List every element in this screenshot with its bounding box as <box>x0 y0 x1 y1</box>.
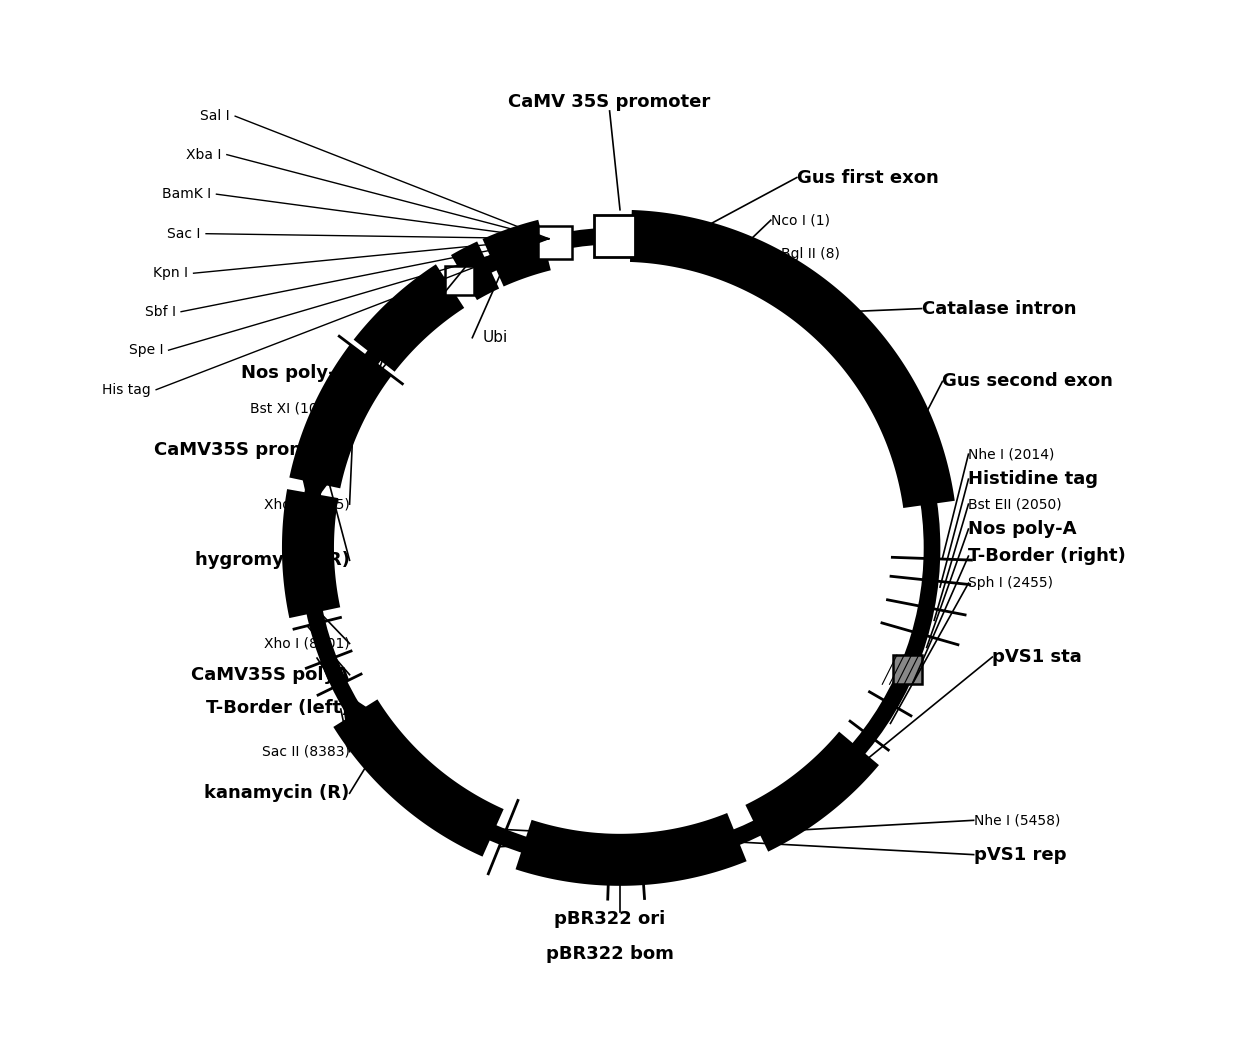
Text: Nhe I (2014): Nhe I (2014) <box>968 447 1055 462</box>
Text: Ubi: Ubi <box>482 330 508 346</box>
Text: T-Border (right): T-Border (right) <box>968 547 1126 565</box>
Text: BamK I: BamK I <box>162 188 211 201</box>
Text: pBR322 ori: pBR322 ori <box>554 910 665 928</box>
Text: kanamycin (R): kanamycin (R) <box>205 784 350 802</box>
Text: Sac I: Sac I <box>167 227 201 240</box>
Text: Histidine tag: Histidine tag <box>968 470 1099 488</box>
Polygon shape <box>353 265 464 372</box>
Text: Xba I: Xba I <box>186 148 222 161</box>
Text: Nhe I (5458): Nhe I (5458) <box>973 814 1060 827</box>
Text: CaMV35S promoter: CaMV35S promoter <box>154 441 350 460</box>
Text: Sph I (2455): Sph I (2455) <box>968 577 1054 590</box>
Text: pVS1 rep: pVS1 rep <box>973 845 1066 863</box>
Text: Nco I (1): Nco I (1) <box>771 213 830 228</box>
Text: Catalase intron: Catalase intron <box>921 299 1076 317</box>
Polygon shape <box>482 220 551 287</box>
Polygon shape <box>342 692 372 727</box>
Polygon shape <box>745 731 879 852</box>
Text: Gus second exon: Gus second exon <box>942 372 1114 390</box>
Text: CaMV 35S promoter: CaMV 35S promoter <box>508 93 711 111</box>
Bar <box>594 215 635 256</box>
Polygon shape <box>281 489 340 618</box>
Text: Nos poly-A: Nos poly-A <box>241 364 350 382</box>
Text: Bst XI (10782): Bst XI (10782) <box>250 402 350 415</box>
Bar <box>445 266 474 295</box>
Text: His tag: His tag <box>102 383 151 396</box>
Text: pBR322 bom: pBR322 bom <box>546 945 673 963</box>
Bar <box>893 656 921 684</box>
Polygon shape <box>334 700 503 857</box>
Text: Sal I: Sal I <box>201 110 229 123</box>
Text: Kpn I: Kpn I <box>154 267 188 280</box>
Text: Nos poly-A: Nos poly-A <box>968 520 1076 539</box>
Text: Sac II (8383): Sac II (8383) <box>262 745 350 759</box>
Text: Spe I: Spe I <box>129 344 164 357</box>
Polygon shape <box>301 472 331 507</box>
Text: Gus first exon: Gus first exon <box>797 169 939 187</box>
Text: Bst EII (2050): Bst EII (2050) <box>968 497 1063 511</box>
Text: Xho I (8901): Xho I (8901) <box>264 637 350 650</box>
Polygon shape <box>289 345 392 488</box>
Text: Bgl II (8): Bgl II (8) <box>781 248 839 261</box>
Polygon shape <box>516 813 746 885</box>
Bar <box>538 226 572 259</box>
Polygon shape <box>451 241 500 300</box>
Text: hygromycin (R): hygromycin (R) <box>195 551 350 569</box>
Text: Sbf I: Sbf I <box>145 305 176 318</box>
Text: T-Border (left): T-Border (left) <box>206 699 350 717</box>
Text: pVS1 sta: pVS1 sta <box>992 648 1083 666</box>
Text: Xho I (9995): Xho I (9995) <box>264 497 350 511</box>
Polygon shape <box>630 210 955 508</box>
Text: CaMV35S polyA: CaMV35S polyA <box>191 666 350 684</box>
